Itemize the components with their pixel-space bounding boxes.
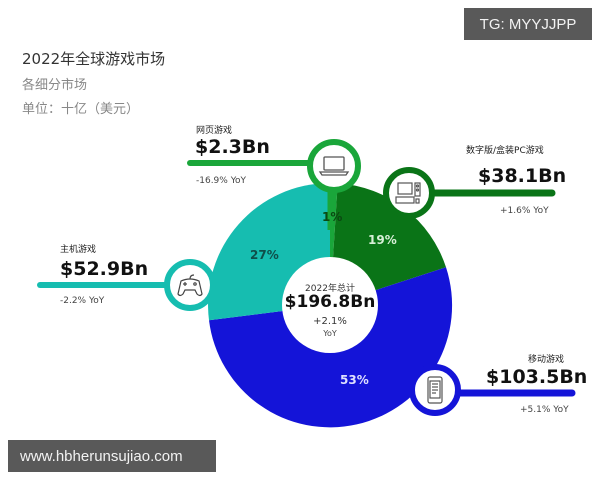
segment-name-mobile: 移动游戏 xyxy=(528,355,565,365)
pct-label-web: 1% xyxy=(322,210,343,224)
segment-value-console: $52.9Bn xyxy=(60,258,149,280)
segment-value-mobile: $103.5Bn xyxy=(486,366,588,388)
center-yoy: YoY xyxy=(323,329,337,338)
center-growth: +2.1% xyxy=(313,316,347,327)
desktop-pc-icon xyxy=(395,182,421,204)
gamepad-icon xyxy=(177,274,203,297)
segment-name-pc: 数字版/盒装PC游戏 xyxy=(466,146,544,156)
segment-yoy-mobile: +5.1% YoY xyxy=(520,405,569,415)
pct-label-pc: 19% xyxy=(368,233,397,247)
segment-yoy-web: -16.9% YoY xyxy=(196,176,247,186)
center-total-label: 2022年总计 xyxy=(305,284,355,294)
smartphone-icon xyxy=(427,376,443,404)
segment-value-pc: $38.1Bn xyxy=(478,165,567,187)
segment-name-console: 主机游戏 xyxy=(60,245,97,255)
pct-label-console: 27% xyxy=(250,248,279,262)
laptop-icon xyxy=(318,156,350,176)
page-title: 2022年全球游戏市场 xyxy=(22,50,166,68)
pct-label-mobile: 53% xyxy=(340,373,369,387)
unit-label: 单位：十亿（美元） xyxy=(22,102,140,117)
segment-value-web: $2.3Bn xyxy=(195,136,270,158)
page-subtitle: 各细分市场 xyxy=(22,78,88,93)
center-total-value: $196.8Bn xyxy=(284,292,376,312)
segment-yoy-pc: +1.6% YoY xyxy=(500,206,549,216)
watermark-bottom: www.hbherunsujiao.com xyxy=(8,440,216,472)
segment-yoy-console: -2.2% YoY xyxy=(60,296,105,306)
segment-name-web: 网页游戏 xyxy=(196,126,233,136)
watermark-top: TG: MYYJJPP xyxy=(464,8,592,40)
